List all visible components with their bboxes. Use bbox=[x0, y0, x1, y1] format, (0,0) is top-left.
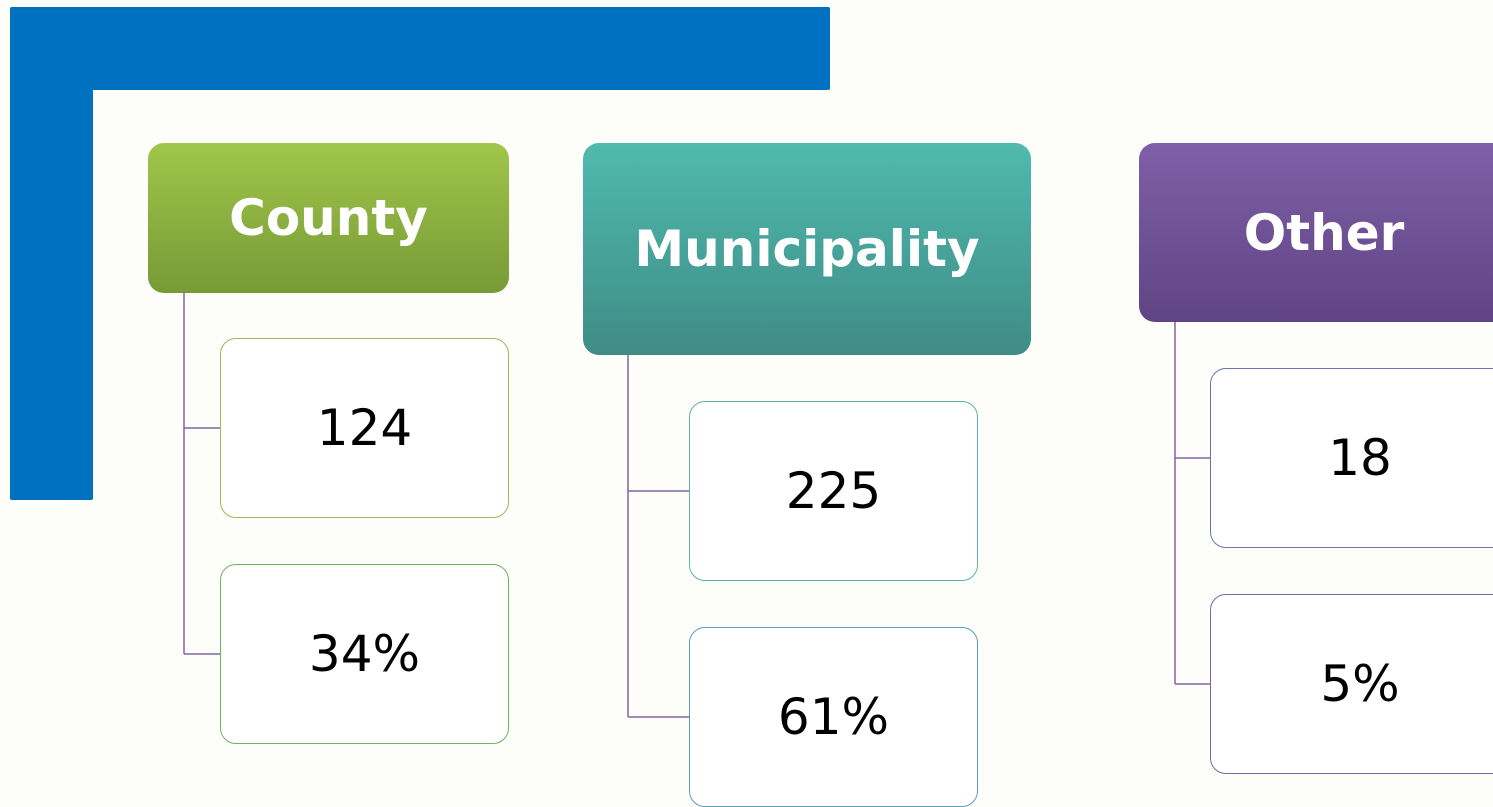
group-header: Other bbox=[1139, 143, 1493, 322]
group-header: Municipality bbox=[583, 143, 1031, 355]
value-box: 61% bbox=[689, 627, 978, 807]
group-header: County bbox=[148, 143, 509, 293]
value-box: 225 bbox=[689, 401, 978, 581]
value-box: 34% bbox=[220, 564, 509, 744]
accent-bar bbox=[10, 7, 830, 90]
value-box: 124 bbox=[220, 338, 509, 518]
value-box: 18 bbox=[1210, 368, 1493, 548]
value-box: 5% bbox=[1210, 594, 1493, 774]
accent-bar bbox=[10, 7, 93, 500]
